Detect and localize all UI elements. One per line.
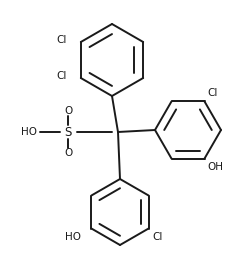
Text: S: S <box>64 125 72 139</box>
Text: Cl: Cl <box>153 232 163 241</box>
Text: Cl: Cl <box>207 88 218 99</box>
Text: OH: OH <box>207 162 224 172</box>
Text: Cl: Cl <box>57 35 67 45</box>
Text: O: O <box>64 148 72 158</box>
Text: HO: HO <box>21 127 37 137</box>
Text: O: O <box>64 106 72 116</box>
Text: HO: HO <box>65 232 82 241</box>
Text: Cl: Cl <box>57 71 67 81</box>
